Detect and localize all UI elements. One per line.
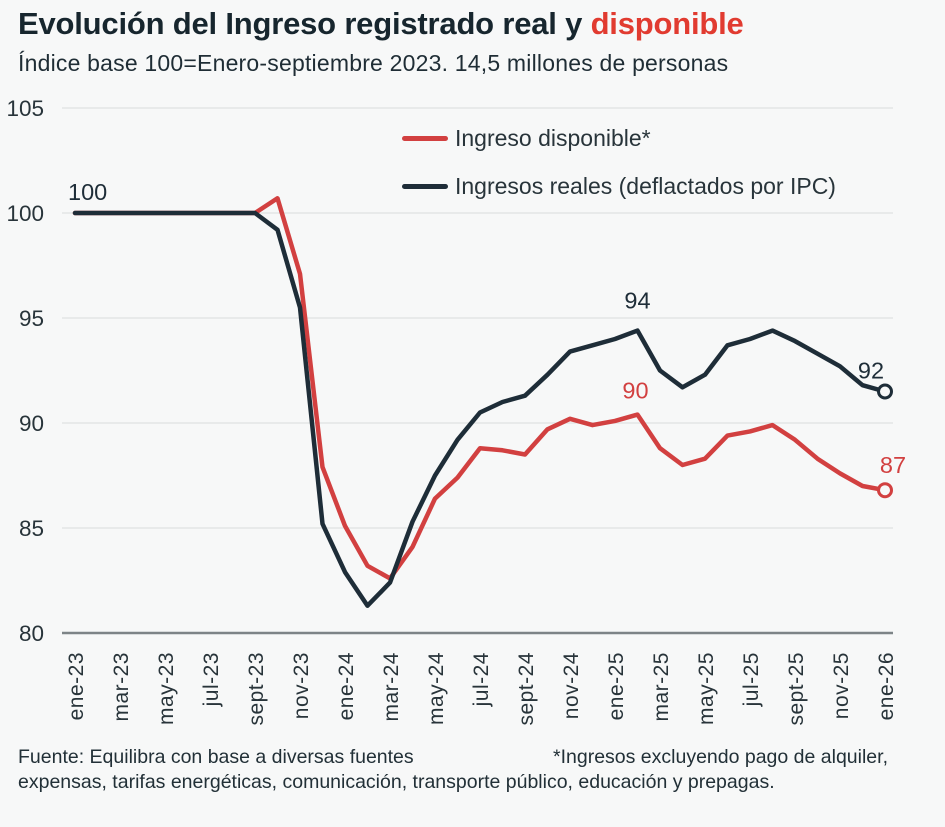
x-tick-label: ene-25 <box>605 652 628 720</box>
x-tick-label: mar-25 <box>650 652 673 722</box>
x-tick-label: sept-25 <box>785 652 808 726</box>
y-tick-label: 85 <box>19 516 44 541</box>
legend-line-red-icon <box>402 135 448 141</box>
y-tick-label: 80 <box>19 621 44 646</box>
end-marker-reales <box>877 383 893 400</box>
chart-title-accent: disponible <box>590 6 744 41</box>
x-tick-label: mar-23 <box>110 652 133 722</box>
page-title: Evolución del Ingreso registrado real y … <box>18 6 744 42</box>
footer-source: Fuente: Equilibra con base a diversas fu… <box>18 746 414 768</box>
x-tick-label: mar-24 <box>380 652 403 722</box>
y-tick-label: 90 <box>19 411 44 436</box>
x-tick-label: ene-23 <box>65 652 88 720</box>
legend: Ingreso disponible* Ingresos reales (def… <box>402 121 836 217</box>
x-tick-label: may-25 <box>695 652 718 725</box>
x-tick-label: may-24 <box>425 652 448 725</box>
x-tick-label: jul-24 <box>470 652 493 707</box>
y-tick-label: 100 <box>6 201 44 226</box>
page-title-main: Evolución del Ingreso registrado real y <box>18 6 591 41</box>
legend-label-reales: Ingresos reales (deflactados por IPC) <box>455 172 836 199</box>
series-line-disponible <box>72 196 888 581</box>
chart-subtitle: Índice base 100=Enero-septiembre 2023. 1… <box>18 50 729 76</box>
value-label-90: 90 <box>622 378 648 404</box>
footnote-line1: *Ingresos excluyendo pago de alquiler, <box>553 746 888 768</box>
footnote-line2: expensas, tarifas energéticas, comunicac… <box>18 771 775 793</box>
x-tick-label: may-23 <box>155 652 178 725</box>
x-tick-label: ene-26 <box>875 652 898 720</box>
y-tick-label: 95 <box>19 306 44 331</box>
x-tick-label: jul-23 <box>200 652 223 707</box>
x-tick-label: sept-23 <box>245 652 268 726</box>
x-tick-label: nov-23 <box>290 652 313 719</box>
end-marker-disponible <box>877 482 893 499</box>
x-tick-label: ene-24 <box>335 652 358 720</box>
value-label-100: 100 <box>68 179 107 205</box>
x-tick-label: nov-24 <box>560 652 583 719</box>
x-tick-label: sept-24 <box>515 652 538 726</box>
x-tick-label: jul-25 <box>740 652 763 707</box>
legend-label-disponible: Ingreso disponible* <box>455 124 651 151</box>
legend-item-disponible: Ingreso disponible* <box>402 121 836 155</box>
x-tick-label: nov-25 <box>830 652 853 719</box>
series-line-reales <box>72 210 888 608</box>
value-label-94: 94 <box>624 288 650 314</box>
legend-line-dark-icon <box>402 183 448 189</box>
value-label-92: 92 <box>858 358 884 384</box>
y-tick-label: 105 <box>6 96 44 121</box>
value-label-87: 87 <box>880 452 906 478</box>
legend-item-reales: Ingresos reales (deflactados por IPC) <box>402 169 836 203</box>
